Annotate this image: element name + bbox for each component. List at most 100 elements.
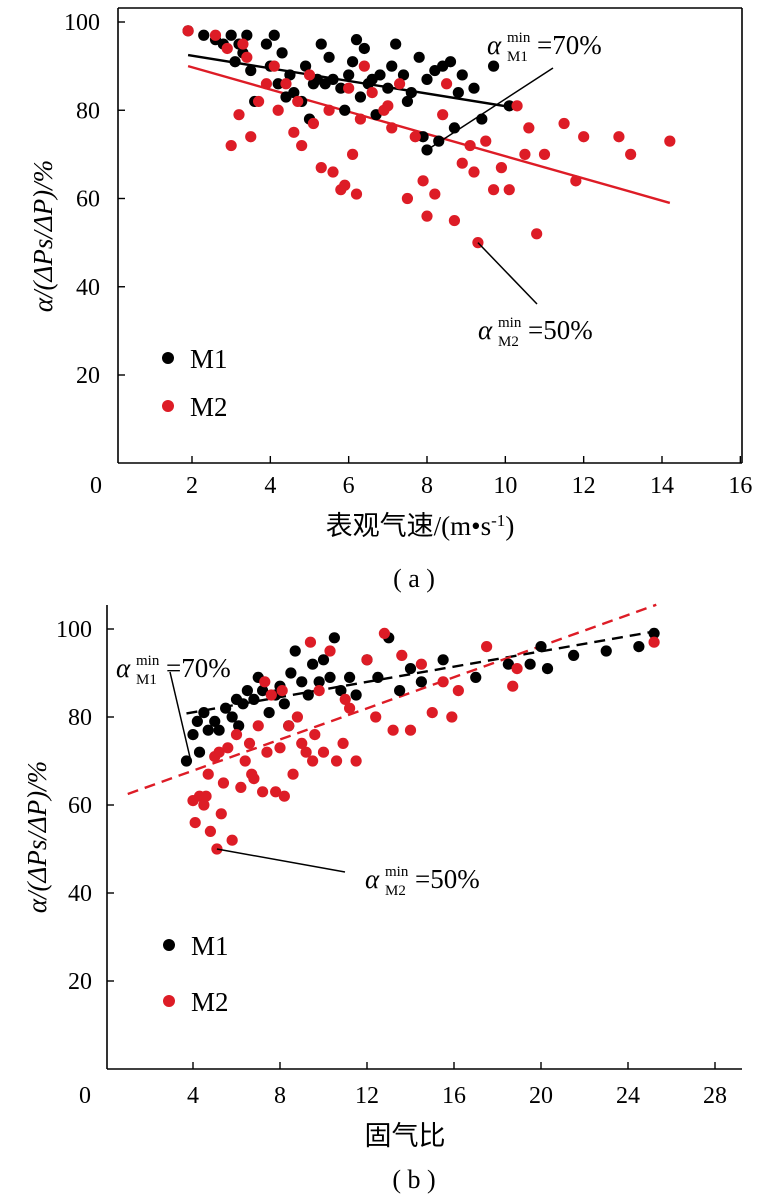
- x-tick-label: 4: [187, 1083, 199, 1109]
- data-point-m2: [313, 685, 325, 697]
- data-point-m1: [335, 82, 347, 94]
- data-point-m2: [222, 742, 234, 754]
- data-point-m2: [296, 737, 308, 750]
- data-point-m2: [448, 214, 461, 227]
- data-point-m2: [213, 746, 225, 758]
- data-point-m1: [374, 69, 386, 81]
- data-point-m2: [239, 755, 251, 767]
- data-point-m1: [343, 69, 355, 81]
- data-point-m1: [209, 715, 221, 728]
- x-tick-label: 0: [79, 1083, 91, 1109]
- x-tick-label: 16: [442, 1083, 466, 1109]
- data-point-m1: [372, 671, 384, 684]
- data-point-m2: [252, 95, 265, 108]
- data-point-m2: [182, 25, 194, 37]
- data-point-m2: [613, 131, 625, 143]
- data-point-m1: [394, 685, 406, 697]
- data-point-m1: [272, 78, 284, 90]
- data-point-m1: [257, 685, 269, 697]
- series-m1: [180, 627, 660, 767]
- data-point-m2: [417, 175, 429, 187]
- data-point-m2: [456, 157, 468, 169]
- y-tick-label: 40: [76, 275, 100, 301]
- data-point-m2: [270, 786, 282, 798]
- annotation-leader-line: [426, 67, 554, 151]
- data-point-m2: [202, 768, 214, 780]
- data-point-m2: [260, 78, 273, 90]
- data-point-m2: [330, 755, 343, 767]
- data-point-m1: [648, 627, 660, 640]
- x-tick-label: 12: [355, 1083, 379, 1109]
- data-point-m2: [396, 649, 408, 662]
- annotation-value: =50%: [415, 864, 480, 894]
- data-point-m1: [524, 658, 536, 670]
- data-point-m2: [511, 100, 523, 112]
- data-point-m1: [193, 746, 206, 758]
- data-point-m2: [307, 755, 319, 767]
- x-tick-label: 20: [529, 1083, 553, 1109]
- data-point-m2: [278, 790, 290, 802]
- legend-label-m1: M1: [190, 344, 228, 374]
- data-point-m2: [378, 627, 390, 640]
- data-point-m1: [220, 702, 232, 714]
- data-point-m2: [350, 755, 362, 767]
- y-tick-label: 100: [56, 617, 92, 643]
- trendline-m1: [186, 630, 657, 715]
- annotation-sub: M2: [385, 883, 406, 899]
- y-tick-label: 80: [76, 98, 100, 124]
- annotation-alpha: α: [116, 653, 131, 683]
- legend-marker-m2: [162, 400, 174, 412]
- data-point-m1: [502, 658, 514, 670]
- data-point-m2: [324, 645, 336, 657]
- legend-marker-m1: [162, 352, 174, 364]
- data-point-m2: [259, 676, 271, 688]
- data-point-m1: [317, 654, 330, 666]
- data-point-m1: [180, 755, 193, 767]
- annotation-value: =50%: [528, 315, 593, 345]
- trendline-m1: [187, 53, 518, 110]
- data-point-m1: [415, 676, 427, 688]
- legend-marker-m2: [163, 995, 175, 1007]
- x-tick-label: 10: [493, 473, 517, 499]
- data-point-m2: [198, 799, 210, 811]
- data-point-m1: [225, 29, 237, 41]
- data-point-m2: [393, 78, 406, 90]
- data-point-m2: [315, 162, 327, 174]
- data-point-m2: [291, 711, 303, 723]
- data-point-m2: [664, 135, 676, 147]
- data-point-m2: [437, 676, 449, 688]
- data-point-m2: [481, 641, 493, 653]
- data-point-m1: [198, 707, 210, 719]
- y-axis-label: α/(ΔPs/ΔP)/%: [22, 761, 52, 913]
- data-point-m2: [245, 131, 257, 143]
- y-tick-label: 40: [68, 881, 92, 907]
- data-point-m2: [538, 148, 551, 160]
- data-point-m2: [233, 109, 245, 121]
- data-point-m2: [292, 95, 304, 108]
- data-point-m2: [487, 184, 500, 196]
- data-point-m2: [446, 711, 458, 723]
- data-point-m1: [541, 663, 554, 675]
- panel-caption: ( b ): [392, 1165, 435, 1194]
- annotation-sub: M1: [136, 672, 157, 688]
- trendline-m2: [187, 64, 671, 205]
- data-point-m1: [354, 91, 367, 103]
- data-point-m1: [346, 56, 359, 68]
- data-point-m1: [344, 671, 356, 684]
- y-axis-label: α/(ΔPs/ΔP)/%: [28, 160, 58, 312]
- data-point-m2: [409, 131, 421, 143]
- data-point-m2: [426, 707, 438, 719]
- data-point-m2: [370, 711, 382, 723]
- data-point-m2: [257, 786, 269, 798]
- data-point-m1: [268, 29, 280, 41]
- data-point-m2: [226, 834, 238, 846]
- x-axis-label-end: ): [505, 511, 514, 541]
- data-point-m2: [243, 737, 256, 750]
- annotation-leader-line: [169, 671, 192, 762]
- data-point-m2: [507, 680, 519, 692]
- y-tick-label: 20: [68, 969, 92, 995]
- data-point-m1: [198, 29, 210, 41]
- annotation-m2: α min M2 =50%: [216, 848, 480, 899]
